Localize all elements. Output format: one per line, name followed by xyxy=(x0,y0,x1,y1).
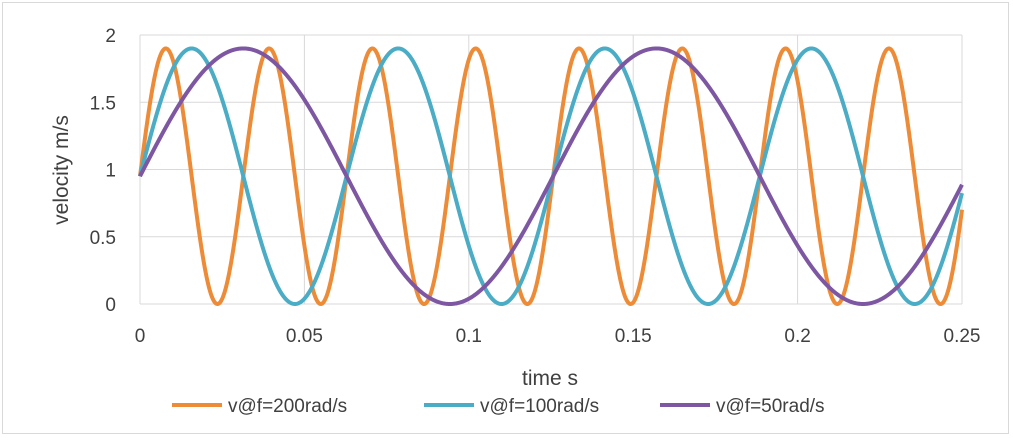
x-tick-label: 0.2 xyxy=(784,326,810,347)
legend-label: v@f=100rad/s xyxy=(480,396,599,417)
y-axis-ticks: 0 0.5 1 1.5 2 xyxy=(90,26,116,316)
legend: v@f=200rad/s v@f=100rad/s v@f=50rad/s xyxy=(172,396,825,417)
legend-label: v@f=50rad/s xyxy=(716,396,825,417)
x-tick-label: 0.15 xyxy=(615,326,652,347)
x-tick-label: 0.05 xyxy=(286,326,323,347)
x-axis-ticks: 0 0.05 0.1 0.15 0.2 0.25 xyxy=(135,326,981,347)
y-tick-label: 1 xyxy=(105,161,116,182)
y-tick-label: 0.5 xyxy=(90,228,116,249)
x-tick-label: 0 xyxy=(135,326,146,347)
y-axis-title: velocity m/s xyxy=(50,115,73,225)
y-tick-label: 1.5 xyxy=(90,93,116,114)
y-tick-label: 2 xyxy=(105,26,116,47)
series-layer xyxy=(138,46,964,306)
legend-label: v@f=200rad/s xyxy=(228,396,347,417)
gridlines xyxy=(139,34,963,305)
x-tick-label: 0.1 xyxy=(456,326,482,347)
y-tick-label: 0 xyxy=(105,295,116,316)
x-tick-label: 0.25 xyxy=(944,326,981,347)
series-line-50 xyxy=(138,46,964,306)
x-axis-title: time s xyxy=(522,367,578,390)
